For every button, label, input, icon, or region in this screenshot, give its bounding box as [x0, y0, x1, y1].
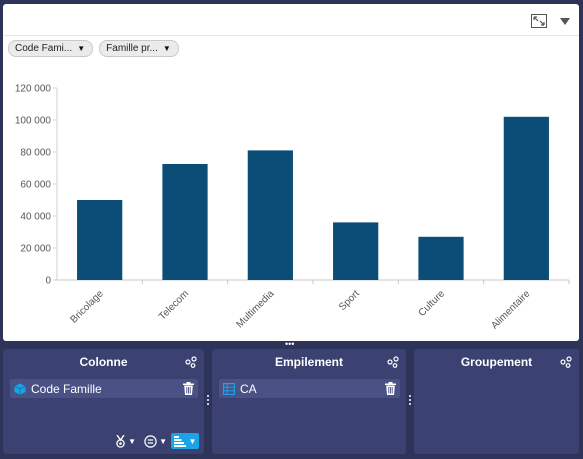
bar-multimedia[interactable]: [247, 150, 293, 280]
settings-icon[interactable]: [387, 356, 399, 368]
zone-field-ca[interactable]: CA: [219, 379, 400, 398]
filter-chip-code-famille[interactable]: Code Fami... ▼: [8, 40, 94, 57]
x-tick-label: Bricolage: [69, 288, 107, 326]
dropdown-caret-icon[interactable]: [559, 14, 571, 28]
bar-culture[interactable]: [418, 236, 464, 280]
y-tick-label: 100 000: [15, 116, 52, 127]
x-tick-label: Telecom: [157, 288, 191, 322]
medal-icon: [116, 434, 125, 448]
sort-bars-icon: [173, 435, 186, 447]
trash-icon[interactable]: [183, 382, 194, 395]
sort-button[interactable]: ▼: [171, 433, 199, 449]
y-tick-label: 120 000: [15, 84, 52, 95]
measure-icon: [223, 382, 235, 395]
cube-icon: [14, 383, 26, 395]
filter-chip-label: Code Fami...: [15, 43, 73, 54]
field-label: Code Famille: [31, 381, 102, 396]
filter-button[interactable]: ▼: [144, 434, 167, 448]
y-tick-label: 60 000: [20, 180, 51, 191]
trash-icon[interactable]: [385, 382, 396, 395]
expand-icon[interactable]: [531, 14, 547, 28]
filter-chip-famille-produit[interactable]: Famille pr... ▼: [99, 40, 179, 57]
x-tick-label: Multimedia: [234, 288, 276, 330]
zone-resize-handle[interactable]: [409, 395, 412, 407]
settings-icon[interactable]: [185, 356, 197, 368]
x-tick-label: Culture: [417, 288, 448, 319]
bar-chart: 0 20 000 40 000 60 000 80 000 100 000 120 000 B…: [15, 84, 570, 331]
toolbar-divider: [3, 35, 579, 36]
y-tick-label: 0: [45, 276, 51, 287]
zone-title: Empilement: [274, 355, 343, 369]
y-tick-label: 20 000: [20, 244, 51, 255]
caret-icon: ▼: [128, 436, 137, 446]
panel-toolbar: [531, 14, 571, 28]
y-tick-label: 40 000: [20, 212, 51, 223]
zone-field-code-famille[interactable]: Code Famille: [10, 379, 198, 398]
chart-panel: Code Fami... ▼ Famille pr... ▼ 0 20 000 40…: [3, 4, 579, 341]
bar-sport[interactable]: [333, 222, 379, 280]
bar-bricolage[interactable]: [77, 200, 123, 280]
x-tick-label: Alimentaire: [489, 288, 532, 331]
ranking-button[interactable]: ▼: [115, 434, 137, 448]
zone-title: Colonne: [79, 355, 128, 369]
zone-title: Groupement: [460, 355, 533, 369]
chevron-down-icon: ▼: [77, 44, 86, 53]
caret-icon: ▼: [188, 436, 197, 446]
bar-telecom[interactable]: [162, 164, 208, 280]
bar-alimentaire[interactable]: [503, 116, 549, 280]
filter-bar: Code Fami... ▼ Famille pr... ▼: [8, 40, 179, 57]
zone-empilement: Empilement CA: [212, 349, 406, 454]
vertical-splitter-handle[interactable]: •••: [285, 339, 295, 349]
y-tick-label: 80 000: [20, 148, 51, 159]
zone-groupement: Groupement: [414, 349, 579, 454]
filter-icon: [144, 434, 157, 448]
zone-colonne: Colonne Code Famille ▼: [3, 349, 204, 454]
field-label: CA: [240, 381, 257, 396]
x-tick-label: Sport: [337, 288, 362, 313]
caret-icon: ▼: [159, 436, 167, 446]
zone-resize-handle[interactable]: [207, 395, 210, 407]
zone-footer: ▼ ▼ ▼: [115, 433, 199, 449]
chevron-down-icon: ▼: [162, 44, 171, 53]
settings-icon[interactable]: [560, 356, 572, 368]
filter-chip-label: Famille pr...: [106, 43, 158, 54]
